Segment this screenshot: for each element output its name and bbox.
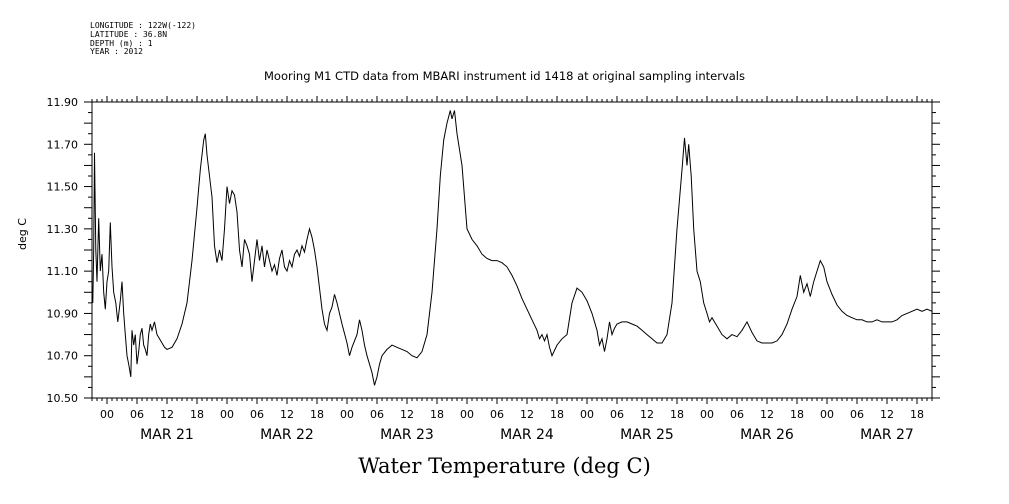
x-hour-tick-label: 00: [700, 408, 714, 421]
y-tick-label: 11.90: [47, 96, 79, 109]
x-hour-tick-label: 06: [370, 408, 384, 421]
x-hour-tick-label: 12: [160, 408, 174, 421]
x-hour-tick-label: 18: [190, 408, 204, 421]
x-hour-tick-label: 06: [730, 408, 744, 421]
x-hour-tick-label: 12: [760, 408, 774, 421]
x-axis-title: Water Temperature (deg C): [358, 454, 651, 478]
x-hour-tick-label: 12: [400, 408, 414, 421]
x-hour-tick-label: 18: [670, 408, 684, 421]
x-hour-tick-label: 06: [850, 408, 864, 421]
x-hour-tick-label: 06: [490, 408, 504, 421]
y-tick-label: 11.70: [47, 138, 79, 151]
x-hour-tick-label: 06: [610, 408, 624, 421]
x-date-label: MAR 24: [500, 427, 554, 443]
x-hour-tick-label: 18: [310, 408, 324, 421]
y-tick-label: 10.70: [47, 350, 79, 363]
y-tick-label: 11.50: [47, 181, 79, 194]
metadata-block: LONGITUDE : 122W(-122) LATITUDE : 36.8N …: [90, 21, 196, 57]
x-hour-tick-label: 12: [880, 408, 894, 421]
x-hour-tick-label: 12: [640, 408, 654, 421]
x-date-label: MAR 23: [380, 427, 434, 443]
latitude-label: LATITUDE : 36.8N: [90, 29, 168, 39]
year-label: YEAR : 2012: [90, 47, 143, 57]
longitude-label: LONGITUDE : 122W(-122): [90, 21, 196, 30]
x-date-label: MAR 21: [140, 427, 194, 443]
x-hour-tick-label: 18: [550, 408, 564, 421]
x-hour-tick-label: 00: [340, 408, 354, 421]
y-tick-label: 11.10: [47, 265, 79, 278]
x-hour-tick-label: 18: [790, 408, 804, 421]
x-hour-tick-label: 12: [280, 408, 294, 421]
x-hour-tick-label: 06: [130, 408, 144, 421]
x-hour-tick-label: 00: [100, 408, 114, 421]
x-hour-tick-label: 00: [460, 408, 474, 421]
y-tick-label: 10.50: [47, 392, 79, 405]
x-date-label: MAR 25: [620, 427, 674, 443]
x-hour-tick-label: 06: [250, 408, 264, 421]
y-tick-label: 11.30: [47, 223, 79, 236]
x-hour-tick-label: 00: [820, 408, 834, 421]
y-tick-label: 10.90: [47, 307, 79, 320]
depth-label: DEPTH (m) : 1: [90, 38, 153, 48]
x-hour-tick-label: 18: [430, 408, 444, 421]
x-date-label: MAR 27: [860, 427, 914, 443]
x-date-label: MAR 22: [260, 427, 314, 443]
x-hour-tick-label: 00: [220, 408, 234, 421]
axis-ticks: [84, 96, 940, 404]
x-hour-tick-label: 12: [520, 408, 534, 421]
tick-labels: 00 06 12 18 00 06 12 18 00 06 12 18 00 06 12 18 00 06 12 18…: [47, 96, 925, 443]
series-line: [91, 110, 933, 386]
x-hour-tick-label: 18: [910, 408, 924, 421]
x-hour-tick-label: 00: [580, 408, 594, 421]
chart-title: Mooring M1 CTD data from MBARI instrumen…: [264, 69, 745, 83]
plot-frame: [91, 101, 933, 399]
x-date-label: MAR 26: [740, 427, 794, 443]
